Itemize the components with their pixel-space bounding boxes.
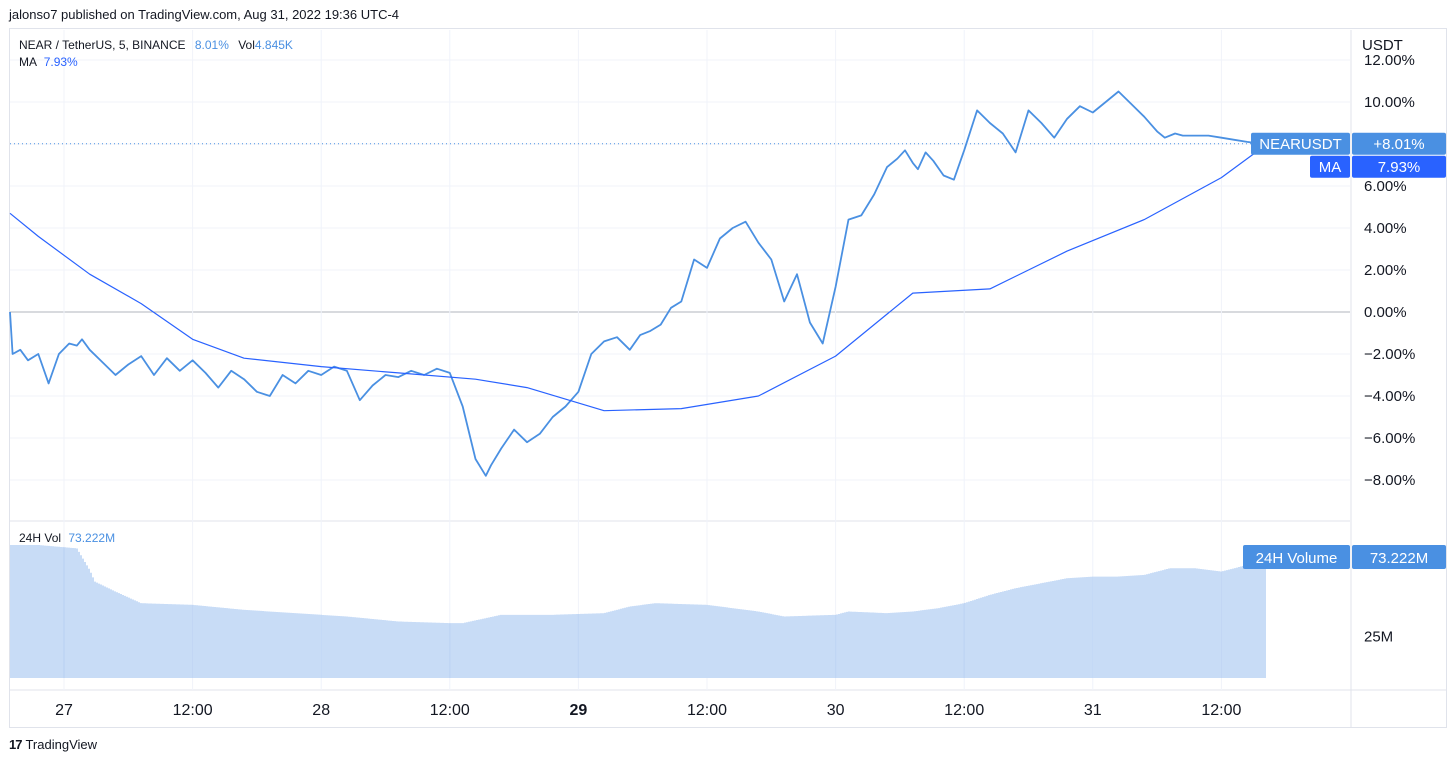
ma-line (9, 145, 1266, 412)
legend-vol-value: 4.845K (254, 38, 293, 52)
price-value-tag: +8.01% (1373, 136, 1424, 153)
volume-legend-label: 24H Vol (19, 531, 62, 545)
y-tick-label: 2.00% (1364, 262, 1407, 279)
volume-bars (10, 545, 1266, 678)
legend-ma-label: MA (19, 55, 37, 69)
x-tick-label: 31 (1084, 702, 1102, 719)
volume-legend-value: 73.222M (68, 531, 116, 545)
chart-frame (9, 28, 1447, 728)
y-tick-label: −2.00% (1364, 346, 1415, 363)
volume-name-tag: 24H Volume (1256, 550, 1338, 567)
volume-legend: 24H Vol 73.222M (19, 531, 115, 545)
footer-brand: TradingView (25, 737, 98, 752)
legend-ma-row: MA 7.93% (19, 54, 293, 71)
price-name-tag: NEARUSDT (1259, 136, 1342, 153)
legend-symbol: NEAR / TetherUS, 5, BINANCE (19, 38, 186, 52)
legend-symbol-row: NEAR / TetherUS, 5, BINANCE 8.01% Vol4.8… (19, 37, 293, 54)
ma-value-tag: 7.93% (1378, 159, 1421, 176)
y-tick-label: 12.00% (1364, 52, 1415, 69)
price-name-tag-bg (1251, 132, 1350, 155)
x-tick-label: 12:00 (173, 702, 213, 719)
ma-value-tag-bg (1352, 155, 1446, 178)
x-tick-label: 12:00 (1201, 702, 1241, 719)
published-header: jalonso7 published on TradingView.com, A… (9, 7, 400, 22)
volume-value-tag-bg (1352, 545, 1446, 569)
y-tick-label: −8.00% (1364, 472, 1415, 489)
price-labels: NEARUSDT +8.01% MA 7.93% 24H Volume 73.222M (1243, 132, 1446, 569)
x-tick-label: 27 (55, 702, 73, 719)
price-line (9, 90, 1266, 477)
x-tick-label: 12:00 (944, 702, 984, 719)
price-value-tag-bg (1352, 132, 1446, 155)
y-tick-label: 0.00% (1364, 304, 1407, 321)
x-tick-label: 30 (827, 702, 845, 719)
series-lines (9, 90, 1350, 477)
grid (10, 30, 1447, 727)
legend-change: 8.01% (194, 38, 229, 52)
y-tick-label: −6.00% (1364, 430, 1415, 447)
volume-tick-label: 25M (1364, 628, 1393, 645)
y-tick-label: 6.00% (1364, 178, 1407, 195)
legend-vol-label: Vol (238, 38, 255, 52)
x-tick-label: 12:00 (430, 702, 470, 719)
volume-name-tag-bg (1243, 545, 1350, 569)
ma-name-tag-bg (1310, 155, 1350, 178)
y-tick-label: −4.00% (1364, 388, 1415, 405)
x-tick-label: 29 (570, 702, 588, 719)
chart-legend: NEAR / TetherUS, 5, BINANCE 8.01% Vol4.8… (19, 37, 293, 71)
y-tick-label: 10.00% (1364, 94, 1415, 111)
x-tick-label: 28 (312, 702, 330, 719)
tradingview-logo-icon: 17 (9, 737, 23, 752)
volume-value-tag: 73.222M (1370, 550, 1428, 567)
footer[interactable]: 17 TradingView (9, 737, 97, 752)
y-axis-unit: USDT (1362, 37, 1403, 54)
y-tick-label: 4.00% (1364, 220, 1407, 237)
x-axis: 27 12:00 28 12:00 29 12:00 30 12:00 31 12:00 (55, 702, 1241, 719)
ma-name-tag: MA (1319, 159, 1342, 176)
legend-ma-value: 7.93% (43, 55, 78, 69)
x-tick-label: 12:00 (687, 702, 727, 719)
